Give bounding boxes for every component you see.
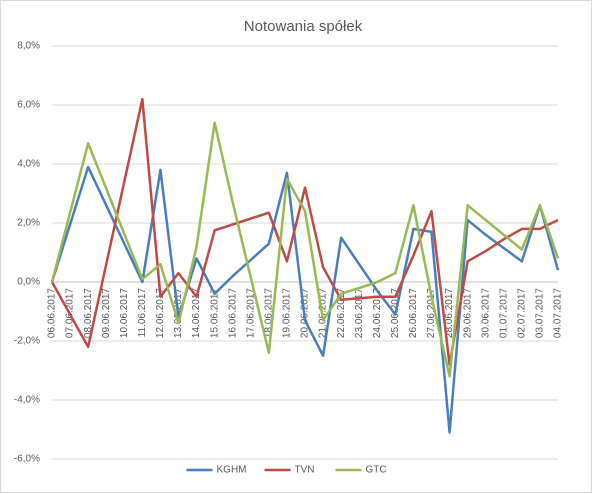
x-tick-label: 18.06.2017	[263, 288, 274, 338]
y-tick-label: 2,0%	[17, 218, 40, 229]
legend-label: KGHM	[217, 465, 247, 476]
x-tick-label: 24.06.2017	[372, 288, 383, 338]
x-tick-label: 26.06.2017	[408, 288, 419, 338]
x-tick-label: 01.07.2017	[498, 288, 509, 338]
chart-title: Notowania spółek	[244, 18, 363, 35]
x-tick-label: 23.06.2017	[354, 288, 365, 338]
y-tick-label: -4,0%	[14, 395, 40, 406]
series-line	[50, 165, 560, 434]
y-tick-label: 4,0%	[17, 159, 40, 170]
y-tick-label: 0,0%	[17, 277, 40, 288]
x-tick-label: 09.06.2017	[101, 288, 112, 338]
x-tick-label: 11.06.2017	[137, 288, 148, 338]
y-tick-label: -6,0%	[14, 454, 40, 465]
x-tick-label: 02.07.2017	[516, 288, 527, 338]
x-tick-label: 08.06.2017	[83, 288, 94, 338]
x-tick-label: 04.07.2017	[553, 288, 564, 338]
x-tick-label: 19.06.2017	[282, 288, 293, 338]
x-tick-label: 15.06.2017	[209, 288, 220, 338]
x-tick-label: 27.06.2017	[426, 288, 437, 338]
x-tick-label: 28.06.2017	[444, 288, 455, 338]
series-line	[50, 97, 559, 366]
x-tick-label: 14.06.2017	[191, 288, 202, 338]
x-tick-label: 03.07.2017	[535, 288, 546, 338]
x-tick-label: 17.06.2017	[245, 288, 256, 338]
x-tick-label: 30.06.2017	[480, 288, 491, 338]
x-tick-label: 06.06.2017	[47, 288, 58, 338]
y-tick-label: 6,0%	[17, 100, 40, 111]
x-tick-label: 10.06.2017	[119, 288, 130, 338]
x-tick-label: 22.06.2017	[336, 288, 347, 338]
x-tick-label: 12.06.2017	[155, 288, 166, 338]
x-tick-label: 21.06.2017	[318, 288, 329, 338]
x-tick-label: 29.06.2017	[462, 288, 473, 338]
series-line	[50, 121, 560, 378]
legend-label: TVN	[295, 465, 315, 476]
y-tick-label: 8,0%	[17, 41, 40, 52]
y-tick-label: -2,0%	[14, 336, 40, 347]
legend-label: GTC	[366, 465, 387, 476]
x-tick-label: 16.06.2017	[227, 288, 238, 338]
